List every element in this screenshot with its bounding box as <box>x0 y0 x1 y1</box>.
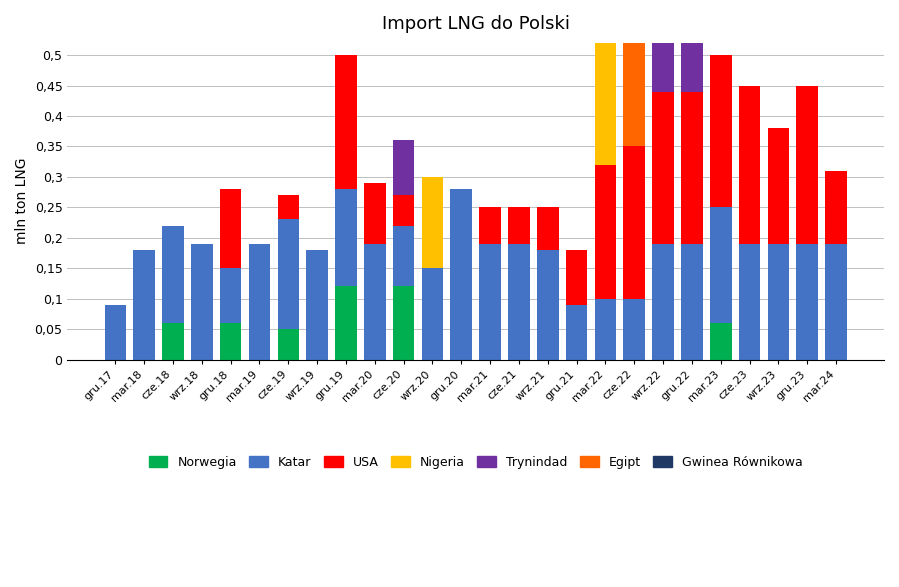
Bar <box>681 0 703 92</box>
Bar <box>278 195 299 220</box>
Bar <box>393 225 414 286</box>
Bar <box>133 250 155 359</box>
Bar <box>104 305 126 359</box>
Bar <box>594 299 616 359</box>
Bar <box>739 244 761 359</box>
Bar <box>537 207 558 250</box>
Bar <box>624 299 645 359</box>
Bar <box>565 305 587 359</box>
Bar <box>594 0 616 165</box>
Bar <box>825 244 847 359</box>
Bar <box>681 244 703 359</box>
Bar <box>797 86 818 244</box>
Bar <box>710 207 732 323</box>
Bar <box>422 268 443 359</box>
Bar <box>162 225 183 323</box>
Bar <box>220 189 242 268</box>
Bar <box>653 0 674 92</box>
Bar <box>393 195 414 225</box>
Bar <box>278 329 299 359</box>
Bar <box>335 189 357 286</box>
Bar <box>739 86 761 244</box>
Bar <box>393 140 414 195</box>
Bar <box>450 189 472 359</box>
Bar <box>508 244 530 359</box>
Bar <box>565 250 587 305</box>
Title: Import LNG do Polski: Import LNG do Polski <box>382 15 570 33</box>
Bar <box>508 207 530 244</box>
Bar <box>422 177 443 268</box>
Y-axis label: mln ton LNG: mln ton LNG <box>15 158 29 244</box>
Bar <box>537 250 558 359</box>
Bar <box>220 268 242 323</box>
Bar <box>594 165 616 299</box>
Bar <box>307 250 328 359</box>
Bar <box>364 244 386 359</box>
Bar <box>797 244 818 359</box>
Bar <box>162 323 183 359</box>
Bar <box>278 220 299 329</box>
Bar <box>364 183 386 244</box>
Bar <box>681 92 703 244</box>
Bar <box>479 244 501 359</box>
Bar <box>220 323 242 359</box>
Bar <box>710 323 732 359</box>
Bar <box>624 146 645 299</box>
Bar <box>393 286 414 359</box>
Bar <box>249 244 271 359</box>
Bar <box>479 207 501 244</box>
Bar <box>335 55 357 189</box>
Bar <box>653 244 674 359</box>
Bar <box>768 244 789 359</box>
Bar <box>768 128 789 244</box>
Bar <box>191 244 213 359</box>
Bar <box>653 92 674 244</box>
Bar <box>624 0 645 146</box>
Legend: Norwegia, Katar, USA, Nigeria, Trynindad, Egipt, Gwinea Równikowa: Norwegia, Katar, USA, Nigeria, Trynindad… <box>144 451 808 474</box>
Bar <box>335 286 357 359</box>
Bar <box>710 55 732 207</box>
Bar <box>825 171 847 244</box>
